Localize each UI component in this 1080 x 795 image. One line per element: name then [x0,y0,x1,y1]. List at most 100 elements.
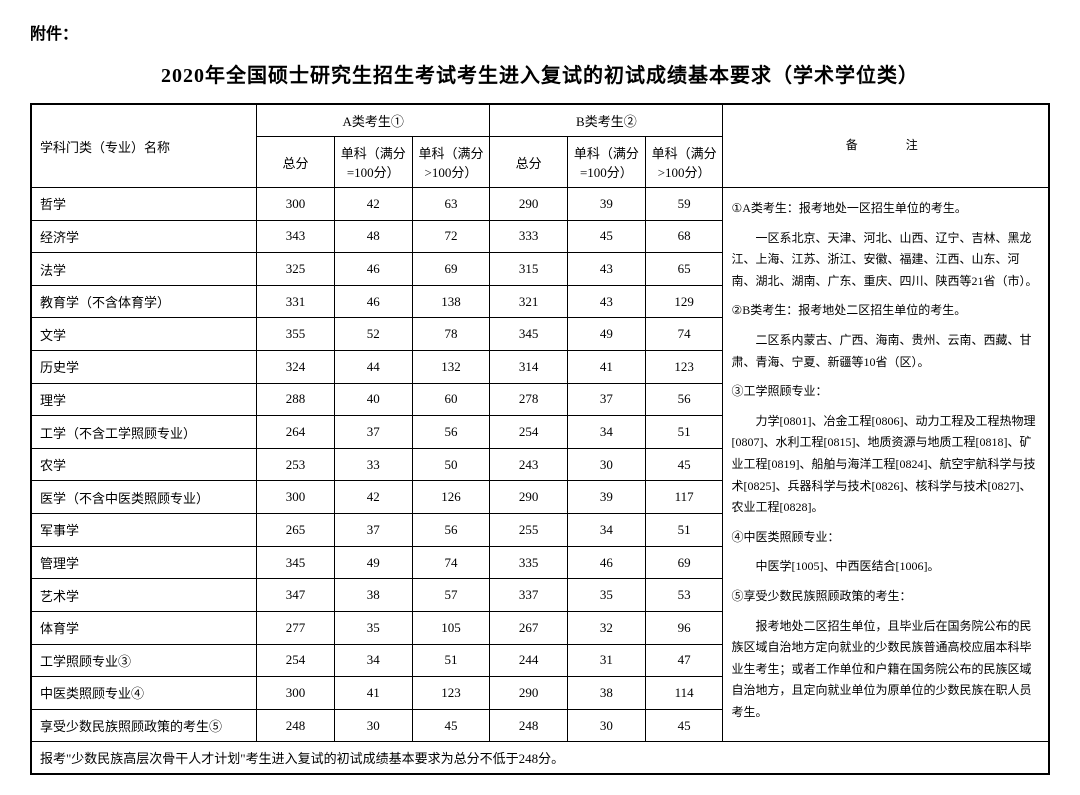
score-cell: 30 [334,709,412,742]
score-cell: 333 [490,220,568,253]
subject-cell: 享受少数民族照顾政策的考生⑤ [31,709,257,742]
score-cell: 300 [257,677,335,710]
score-cell: 51 [645,416,723,449]
score-cell: 34 [568,416,646,449]
score-cell: 50 [412,448,490,481]
subject-cell: 工学照顾专业③ [31,644,257,677]
score-cell: 325 [257,253,335,286]
notes-cell: ①A类考生：报考地处一区招生单位的考生。一区系北京、天津、河北、山西、辽宁、吉林… [723,188,1049,742]
subject-cell: 理学 [31,383,257,416]
score-cell: 278 [490,383,568,416]
score-cell: 244 [490,644,568,677]
score-cell: 41 [334,677,412,710]
header-b-sover: 单科（满分>100分） [645,137,723,188]
score-cell: 38 [334,579,412,612]
page-title: 2020年全国硕士研究生招生考试考生进入复试的初试成绩基本要求（学术学位类） [30,59,1050,88]
score-cell: 69 [645,546,723,579]
score-cell: 43 [568,253,646,286]
header-a-s100: 单科（满分=100分） [334,137,412,188]
note-4-title: ④中医类照顾专业： [731,527,1040,549]
subject-cell: 历史学 [31,351,257,384]
score-cell: 345 [490,318,568,351]
score-cell: 49 [334,546,412,579]
score-cell: 35 [568,579,646,612]
subject-cell: 哲学 [31,188,257,221]
subject-cell: 军事学 [31,514,257,547]
score-cell: 324 [257,351,335,384]
note-2-title: ②B类考生：报考地处二区招生单位的考生。 [731,300,1040,322]
score-cell: 300 [257,481,335,514]
score-cell: 343 [257,220,335,253]
note-2-body: 二区系内蒙古、广西、海南、贵州、云南、西藏、甘肃、青海、宁夏、新疆等10省（区）… [731,330,1040,373]
score-cell: 46 [334,285,412,318]
header-a-total: 总分 [257,137,335,188]
subject-cell: 工学（不含工学照顾专业） [31,416,257,449]
score-cell: 51 [412,644,490,677]
score-cell: 60 [412,383,490,416]
score-cell: 253 [257,448,335,481]
score-cell: 96 [645,611,723,644]
subject-cell: 医学（不含中医类照顾专业） [31,481,257,514]
score-cell: 264 [257,416,335,449]
score-cell: 39 [568,481,646,514]
score-cell: 52 [334,318,412,351]
subject-cell: 教育学（不含体育学） [31,285,257,318]
score-cell: 53 [645,579,723,612]
score-cell: 78 [412,318,490,351]
score-cell: 114 [645,677,723,710]
score-cell: 255 [490,514,568,547]
score-cell: 129 [645,285,723,318]
score-cell: 72 [412,220,490,253]
score-cell: 56 [645,383,723,416]
score-cell: 331 [257,285,335,318]
score-cell: 56 [412,416,490,449]
header-subject: 学科门类（专业）名称 [31,104,257,188]
score-cell: 277 [257,611,335,644]
score-cell: 45 [568,220,646,253]
score-cell: 65 [645,253,723,286]
header-b-s100: 单科（满分=100分） [568,137,646,188]
subject-cell: 法学 [31,253,257,286]
score-cell: 290 [490,677,568,710]
score-cell: 345 [257,546,335,579]
score-cell: 74 [412,546,490,579]
score-cell: 45 [412,709,490,742]
score-cell: 31 [568,644,646,677]
score-cell: 44 [334,351,412,384]
score-cell: 30 [568,709,646,742]
score-table: 学科门类（专业）名称 A类考生① B类考生② 备 注 总分 单科（满分=100分… [30,103,1050,775]
score-cell: 48 [334,220,412,253]
score-cell: 126 [412,481,490,514]
score-cell: 355 [257,318,335,351]
score-cell: 321 [490,285,568,318]
score-cell: 243 [490,448,568,481]
score-cell: 248 [257,709,335,742]
score-cell: 34 [568,514,646,547]
score-cell: 68 [645,220,723,253]
score-cell: 265 [257,514,335,547]
subject-cell: 体育学 [31,611,257,644]
score-cell: 37 [334,514,412,547]
header-notes: 备 注 [723,104,1049,188]
score-cell: 47 [645,644,723,677]
score-cell: 39 [568,188,646,221]
score-cell: 45 [645,448,723,481]
subject-cell: 艺术学 [31,579,257,612]
score-cell: 41 [568,351,646,384]
score-cell: 32 [568,611,646,644]
score-cell: 347 [257,579,335,612]
score-cell: 35 [334,611,412,644]
score-cell: 69 [412,253,490,286]
header-b-total: 总分 [490,137,568,188]
score-cell: 117 [645,481,723,514]
score-cell: 123 [412,677,490,710]
subject-cell: 管理学 [31,546,257,579]
score-cell: 132 [412,351,490,384]
attachment-label: 附件： [30,20,1050,44]
score-cell: 335 [490,546,568,579]
score-cell: 33 [334,448,412,481]
subject-cell: 经济学 [31,220,257,253]
score-cell: 138 [412,285,490,318]
score-cell: 49 [568,318,646,351]
score-cell: 267 [490,611,568,644]
